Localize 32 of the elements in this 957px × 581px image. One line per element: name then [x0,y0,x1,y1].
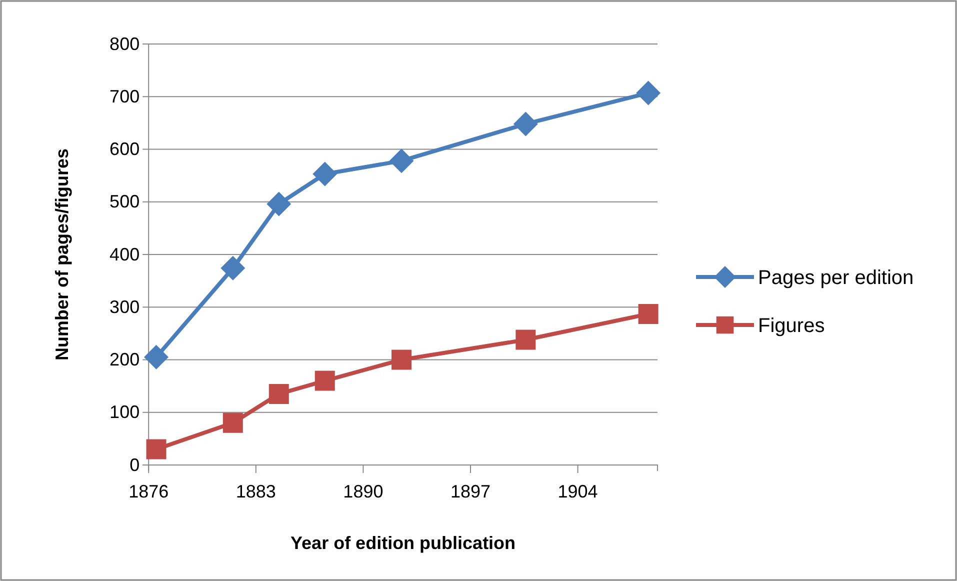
point [314,370,335,391]
point [638,304,658,324]
x-tick-label: 1890 [343,481,384,502]
x-tick-label: 1904 [558,481,598,502]
x-tick-label: 1883 [236,481,276,502]
point [513,112,538,136]
point [266,192,292,216]
point [222,412,243,433]
point [389,148,414,174]
y-tick-label: 700 [110,86,140,106]
point [146,439,166,460]
point [220,256,246,280]
y-tick-label: 600 [110,139,140,160]
x-axis-title: Year of edition publication [290,533,516,553]
y-tick-label: 200 [110,350,140,370]
legend-label: Figures [758,315,825,337]
y-tick-label: 500 [110,192,140,212]
y-tick-label: 800 [110,34,140,54]
y-axis-title: Number of pages/figures [52,148,72,361]
point [312,162,338,186]
x-tick-label: 1876 [128,481,169,502]
y-tick-label: 300 [110,296,140,317]
y-tick-label: 400 [110,244,140,264]
point [268,384,289,404]
point [636,80,661,106]
point [392,350,412,370]
point [516,330,536,350]
y-tick-label: 0 [130,454,140,475]
y-tick-label: 100 [110,402,140,422]
point [144,344,169,370]
x-tick-label: 1897 [450,481,491,502]
legend-label: Pages per edition [758,267,914,289]
